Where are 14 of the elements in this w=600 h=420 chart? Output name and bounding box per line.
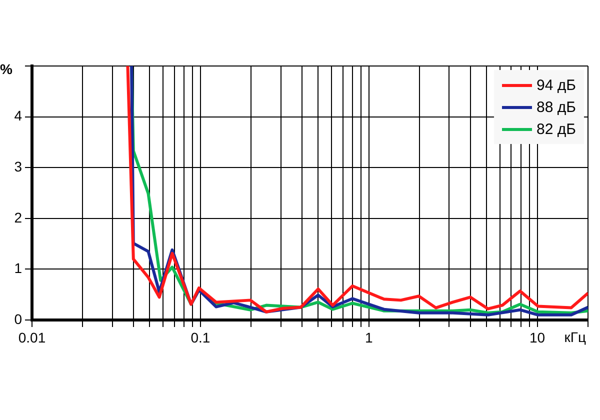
y-tick-label: 0 — [14, 310, 22, 327]
x-tick-label: 0.1 — [190, 329, 210, 346]
x-tick-label: 10 — [530, 329, 546, 346]
y-tick-label: 3 — [14, 158, 22, 174]
y-axis-title: % — [0, 60, 13, 77]
legend-label: 88 дБ — [536, 98, 576, 116]
y-tick-label: 1 — [14, 260, 22, 276]
y-tick-label: 4 — [14, 108, 22, 124]
x-axis-title: кГц — [564, 328, 586, 345]
y-tick-label: 2 — [14, 209, 22, 226]
legend-label: 82 дБ — [536, 120, 576, 138]
x-tick-label: 1 — [364, 329, 373, 346]
x-tick-label: 0.01 — [18, 329, 46, 346]
legend-label: 94 дБ — [536, 76, 576, 94]
